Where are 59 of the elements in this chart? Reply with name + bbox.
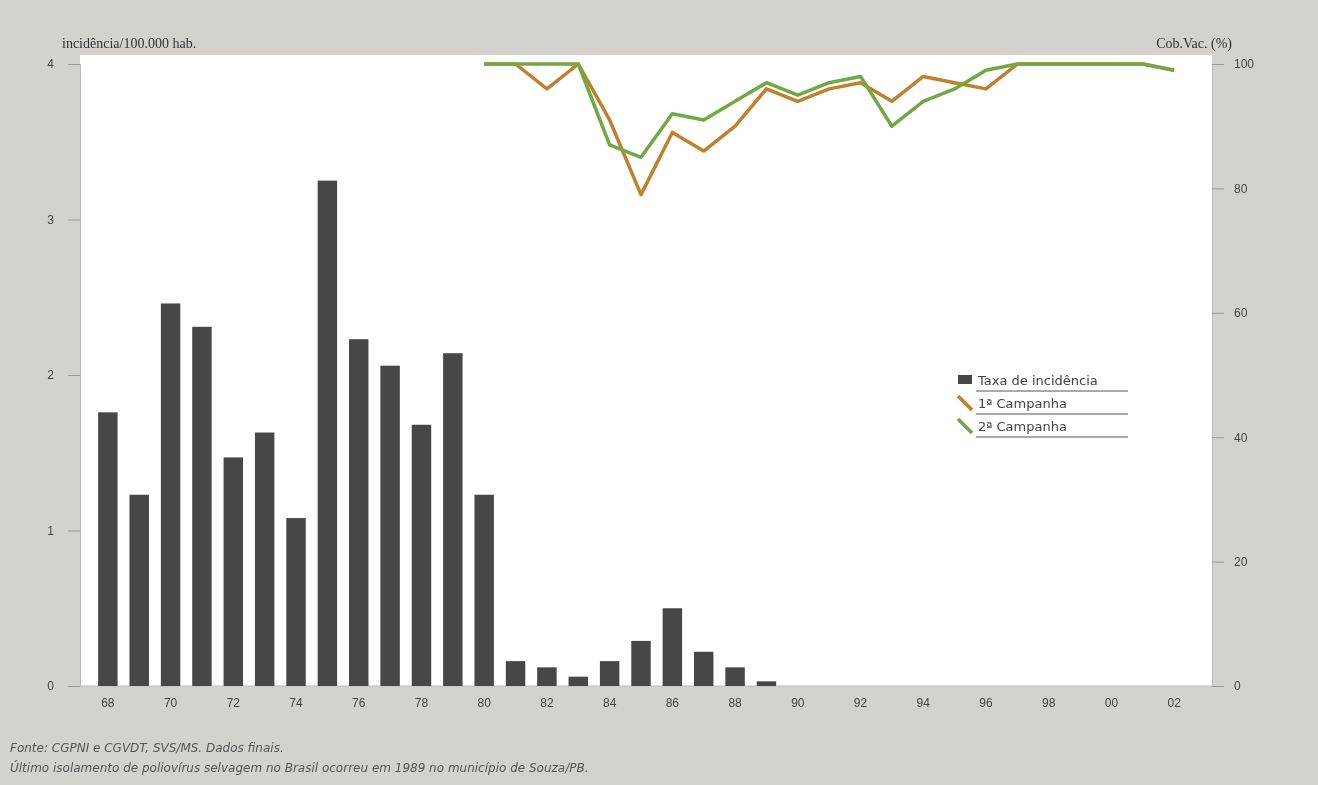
legend-label: 1ª Campanha <box>978 396 1067 411</box>
x-tick-label: 92 <box>853 695 868 710</box>
bar <box>411 424 432 686</box>
bar <box>474 494 494 686</box>
text: Último isolamento de poliovírus selvagem no Brasil ocorreu em 1989 no município de Souza/PB. <box>10 760 589 775</box>
bar <box>537 667 557 686</box>
bar <box>380 365 400 686</box>
y2-tick-label: 20 <box>1234 554 1248 569</box>
x-tick-label: 68 <box>101 695 115 710</box>
x-tick-label: 78 <box>414 695 429 710</box>
y2-axis-title: Cob.Vac. (%) <box>1156 36 1233 52</box>
bar <box>317 180 338 686</box>
x-tick-label: 02 <box>1167 695 1182 710</box>
y2-tick-label: 60 <box>1234 306 1248 321</box>
bar <box>254 432 275 686</box>
bar <box>756 681 777 686</box>
bar <box>443 353 463 686</box>
y-tick-label: 3 <box>47 212 55 227</box>
x-tick-label: 86 <box>665 695 680 710</box>
bar <box>98 412 118 686</box>
bar <box>599 661 620 686</box>
bar <box>129 494 149 686</box>
x-tick-label: 84 <box>602 695 617 710</box>
legend-label: 2ª Campanha <box>978 419 1067 434</box>
y2-tick-label: 80 <box>1234 181 1248 196</box>
y2-tick-label: 40 <box>1234 430 1248 445</box>
bar <box>631 640 651 686</box>
bar <box>160 303 181 686</box>
bar <box>662 608 683 686</box>
y-tick-label: 4 <box>47 57 55 72</box>
y2-tick-label: 0 <box>1234 679 1241 694</box>
x-tick-label: 88 <box>728 695 743 710</box>
y-tick-label: 0 <box>47 679 55 694</box>
bar <box>568 676 588 686</box>
line-series <box>482 62 1176 160</box>
bar <box>192 326 212 686</box>
x-tick-label: 82 <box>540 695 554 710</box>
x-tick-label: 74 <box>289 695 304 710</box>
source-note: Fonte: CGPNI e CGVDT, SVS/MS. Dados finais. <box>10 741 284 755</box>
x-tick-label: 96 <box>979 695 993 710</box>
bar <box>694 651 714 686</box>
x-tick-label: 00 <box>1104 695 1119 710</box>
bar <box>505 661 526 686</box>
legend-label: Taxa de incidência <box>977 373 1098 388</box>
x-tick-label: 80 <box>477 695 492 710</box>
x-tick-label: 90 <box>791 695 805 710</box>
y-axis-title: incidência/100.000 hab. <box>62 36 197 51</box>
bar <box>725 667 745 686</box>
bar <box>223 457 244 686</box>
y-tick-label: 1 <box>47 523 55 538</box>
y2-tick-label: 100 <box>1234 57 1255 72</box>
x-tick-label: 98 <box>1042 695 1056 710</box>
x-tick-label: 76 <box>352 695 366 710</box>
x-tick-label: 70 <box>163 695 178 710</box>
x-tick-label: 94 <box>916 695 931 710</box>
bar <box>286 518 306 686</box>
x-tick-label: 72 <box>226 695 241 710</box>
y-tick-label: 2 <box>47 368 55 383</box>
bar <box>349 339 369 686</box>
